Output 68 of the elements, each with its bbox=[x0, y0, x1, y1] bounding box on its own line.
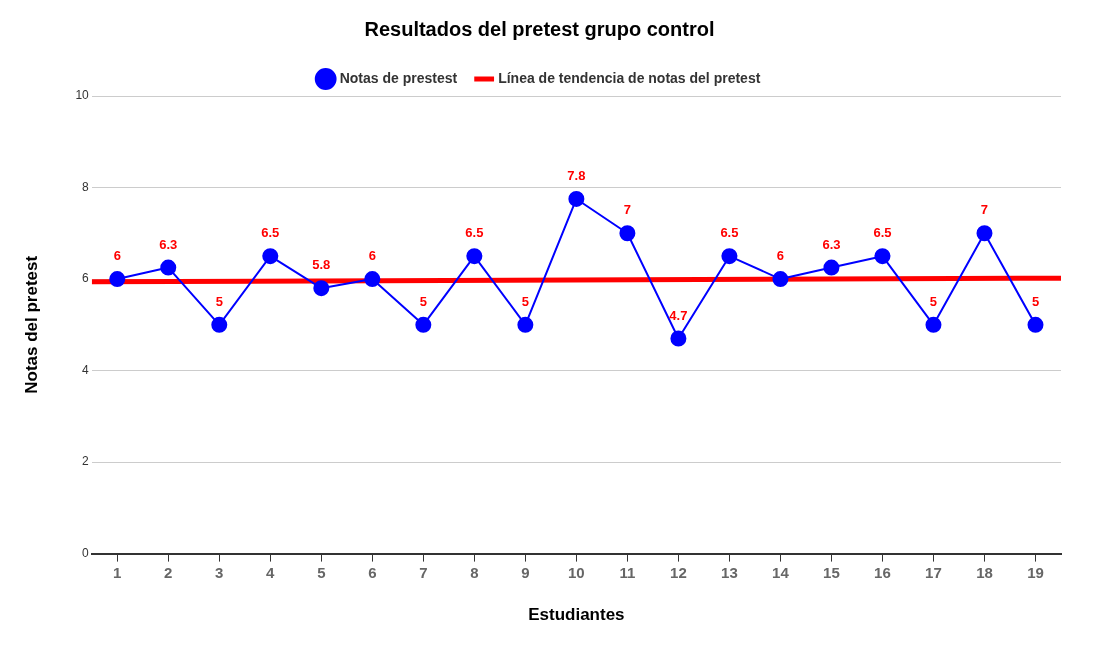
point bbox=[466, 248, 483, 265]
data-label: 6 bbox=[776, 248, 785, 264]
data-label: 5 bbox=[521, 293, 529, 309]
point bbox=[364, 271, 381, 288]
data-label: 6 bbox=[113, 248, 121, 264]
point bbox=[262, 248, 279, 265]
point bbox=[874, 248, 891, 265]
data-label: 6.5 bbox=[261, 225, 280, 241]
point bbox=[1027, 316, 1044, 333]
y-tick-label: 8 bbox=[82, 179, 90, 194]
legend-label: Notas de prestest bbox=[339, 69, 458, 86]
y-tick-label: 6 bbox=[82, 271, 90, 286]
x-tick-label: 6 bbox=[368, 563, 377, 581]
point bbox=[976, 225, 993, 242]
point bbox=[313, 280, 330, 297]
point bbox=[109, 271, 126, 288]
x-axis-title: Estudiantes bbox=[528, 605, 625, 625]
y-tick-label: 2 bbox=[82, 454, 90, 469]
point bbox=[670, 330, 687, 347]
x-tick-label: 1 bbox=[113, 563, 122, 581]
y-axis-title: Notas del pretest bbox=[21, 255, 41, 394]
point bbox=[415, 316, 432, 333]
x-tick-label: 2 bbox=[164, 563, 173, 581]
x-tick-label: 14 bbox=[772, 563, 790, 581]
x-tick-label: 7 bbox=[419, 563, 428, 581]
x-tick-label: 4 bbox=[266, 563, 276, 581]
data-label: 6.3 bbox=[822, 236, 841, 252]
x-tick-label: 8 bbox=[470, 563, 479, 581]
data-label: 7.8 bbox=[567, 168, 586, 184]
data-label: 5.8 bbox=[312, 257, 331, 273]
data-label: 5 bbox=[215, 293, 223, 309]
x-tick-label: 10 bbox=[568, 563, 585, 581]
x-tick-label: 19 bbox=[1027, 563, 1044, 581]
point bbox=[823, 259, 840, 276]
x-tick-label: 13 bbox=[721, 563, 738, 581]
x-tick-label: 17 bbox=[925, 563, 942, 581]
point bbox=[721, 248, 738, 265]
data-label: 5 bbox=[1031, 293, 1040, 309]
x-tick-label: 3 bbox=[215, 563, 224, 581]
y-tick-label: 0 bbox=[82, 545, 90, 560]
x-tick-label: 11 bbox=[619, 563, 636, 581]
x-tick-label: 16 bbox=[874, 563, 891, 581]
point bbox=[160, 259, 177, 276]
point bbox=[772, 271, 789, 288]
point bbox=[211, 316, 228, 333]
data-label: 6.5 bbox=[720, 225, 739, 241]
data-label: 5 bbox=[419, 293, 427, 309]
x-tick-label: 15 bbox=[823, 563, 840, 581]
y-tick-label: 4 bbox=[82, 362, 90, 377]
point bbox=[568, 190, 585, 207]
point bbox=[619, 225, 636, 242]
data-label: 7 bbox=[623, 202, 631, 218]
chart-title: Resultados del pretest grupo control bbox=[364, 17, 715, 40]
data-label: 6 bbox=[368, 248, 376, 264]
data-label: 6.5 bbox=[465, 225, 484, 241]
point bbox=[517, 316, 534, 333]
data-label: 5 bbox=[929, 293, 938, 309]
data-label: 7 bbox=[980, 202, 989, 218]
data-label: 6.5 bbox=[873, 225, 892, 241]
y-tick-label: 10 bbox=[75, 88, 90, 103]
data-label: 6.3 bbox=[159, 236, 178, 252]
x-tick-label: 18 bbox=[976, 563, 993, 581]
legend-label: Línea de tendencia de notas del pretest bbox=[498, 69, 761, 86]
x-tick-label: 12 bbox=[670, 563, 687, 581]
x-tick-label: 5 bbox=[317, 563, 326, 581]
x-tick-label: 9 bbox=[521, 563, 530, 581]
point bbox=[925, 316, 942, 333]
data-label: 4.7 bbox=[669, 307, 688, 323]
